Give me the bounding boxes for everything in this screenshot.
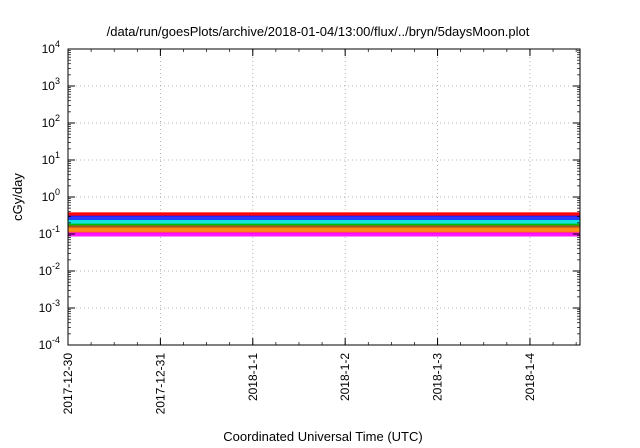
x-tick-label: 2018-1-3	[431, 353, 445, 401]
x-axis: 2017-12-30 2017-12-31 2018-1-1 2018-1-2 2018…	[61, 49, 577, 415]
y-tick-label: 103	[42, 76, 60, 93]
x-tick-label: 2018-1-4	[523, 353, 537, 401]
x-tick-label: 2017-12-31	[153, 353, 167, 415]
y-tick-label: 10-2	[39, 261, 60, 278]
x-tick-label: 2018-1-1	[246, 353, 260, 401]
y-tick-label: 10-1	[39, 224, 60, 241]
y-tick-label: 102	[42, 113, 60, 130]
chart-title: /data/run/goesPlots/archive/2018-01-04/1…	[107, 24, 530, 39]
x-tick-label: 2018-1-2	[338, 353, 352, 401]
y-tick-label: 104	[42, 39, 60, 56]
y-tick-label: 10-4	[39, 335, 60, 352]
grid	[68, 49, 580, 345]
x-axis-label: Coordinated Universal Time (UTC)	[223, 429, 422, 444]
series-band	[68, 227, 580, 233]
y-tick-label: 10-3	[39, 298, 60, 315]
y-axis-label: cGy/day	[10, 173, 25, 221]
y-tick-label: 100	[42, 187, 60, 204]
y-tick-label: 101	[42, 150, 60, 167]
y-axis: 10-4 10-3 10-2 10-1 100 101 102 103 104	[39, 39, 580, 352]
series-band	[68, 215, 580, 220]
x-tick-label: 2017-12-30	[61, 353, 75, 415]
series-layer	[68, 212, 580, 237]
